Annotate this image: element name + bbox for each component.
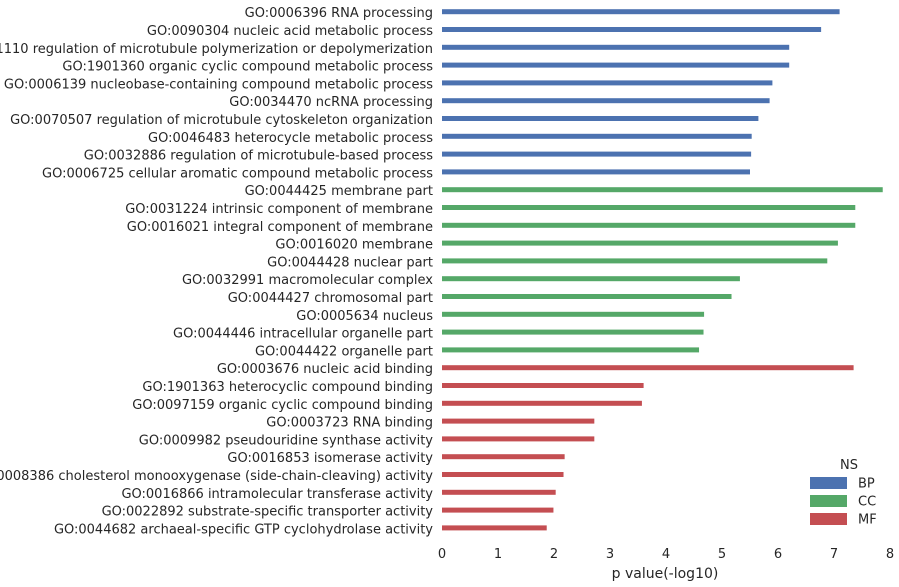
legend-label-bp: BP: [858, 477, 875, 492]
x-tick-label: 4: [662, 547, 670, 562]
category-label: GO:0032991 macromolecular complex: [182, 273, 433, 288]
bar-mf: [442, 489, 556, 495]
bar-bp: [442, 27, 822, 32]
x-tick-label: 2: [550, 547, 558, 562]
legend-swatch-cc: [810, 495, 847, 507]
category-label: GO:0044427 chromosomal part: [228, 291, 433, 306]
category-label: GO:0008386 cholesterol monooxygenase (si…: [0, 469, 433, 484]
bar-cc: [442, 240, 838, 246]
bar-mf: [442, 472, 564, 477]
bar-mf: [442, 365, 854, 371]
category-label: GO:0006725 cellular aromatic compound me…: [42, 166, 433, 181]
category-labels: GO:0006396 RNA processing GO:0090304 nucl…: [0, 6, 433, 537]
category-label: GO:0006396 RNA processing: [245, 6, 433, 21]
bar-mf: [442, 400, 642, 406]
category-label: GO:0070507 regulation of microtubule cyt…: [10, 113, 433, 128]
category-label: GO:0016020 membrane: [275, 238, 433, 253]
bar-bp: [442, 116, 759, 121]
x-tick-label: 1: [494, 547, 502, 562]
x-tick-label: 8: [886, 547, 894, 562]
category-label: GO:1901360 organic cyclic compound metab…: [62, 60, 433, 75]
bar-bp: [442, 80, 773, 86]
legend: NS BP CC MF: [810, 458, 877, 528]
category-label: GO:0006139 nucleobase-containing compoun…: [4, 77, 433, 92]
x-tick-label: 0: [438, 547, 446, 562]
bar-mf: [442, 436, 595, 442]
legend-title: NS: [840, 458, 858, 473]
x-axis-ticks: 0 1 2 3 4 5 6 7 8: [438, 547, 894, 562]
bar-bp: [442, 98, 770, 104]
category-label: GO:0044428 nuclear part: [267, 255, 433, 270]
category-label: GO:0046483 heterocycle metabolic process: [148, 131, 433, 146]
category-label: GO:0044682 archaeal-specific GTP cyclohy…: [54, 522, 433, 537]
bar-mf: [442, 507, 554, 513]
category-label: GO:0003676 nucleic acid binding: [217, 362, 433, 377]
category-label: GO:0044425 membrane part: [245, 184, 433, 199]
legend-swatch-bp: [810, 477, 847, 489]
category-label: GO:0097159 organic cyclic compound bindi…: [132, 398, 433, 413]
bar-bp: [442, 169, 750, 175]
bar-mf: [442, 418, 595, 424]
bar-cc: [442, 187, 883, 193]
category-label: GO:0016866 intramolecular transferase ac…: [121, 487, 433, 502]
x-tick-label: 6: [774, 547, 782, 562]
category-label: GO:0009982 pseudouridine synthase activi…: [139, 433, 434, 448]
bar-bp: [442, 9, 840, 15]
category-label: GO:0044422 organelle part: [255, 344, 433, 359]
category-label: GO:0003723 RNA binding: [266, 416, 433, 431]
legend-label-mf: MF: [858, 513, 877, 528]
bar-cc: [442, 311, 705, 317]
bar-cc: [442, 258, 828, 264]
bar-bp: [442, 62, 790, 68]
legend-swatch-mf: [810, 513, 847, 525]
category-label: GO:0031224 intrinsic component of membra…: [125, 202, 433, 217]
category-label: GO:0032886 regulation of microtubule-bas…: [84, 149, 433, 164]
bar-bp: [442, 44, 790, 50]
x-tick-label: 3: [606, 547, 614, 562]
category-label: GO:0022892 substrate-specific transporte…: [102, 505, 434, 520]
category-label: GO:0016853 isomerase activity: [227, 451, 433, 466]
category-label: GO:0090304 nucleic acid metabolic proces…: [147, 24, 433, 39]
bar-cc: [442, 276, 740, 282]
legend-label-cc: CC: [858, 495, 876, 510]
category-label: GO:0034470 ncRNA processing: [229, 95, 433, 110]
bar-cc: [442, 347, 700, 353]
bar-cc: [442, 205, 856, 210]
bar-mf: [442, 383, 644, 388]
category-label: GO:1901363 heterocyclic compound binding: [142, 380, 433, 395]
bar-bp: [442, 133, 752, 139]
bar-mf: [442, 525, 547, 531]
bar-cc: [442, 294, 732, 299]
category-label: GO:0005634 nucleus: [296, 309, 433, 324]
x-tick-label: 7: [830, 547, 838, 562]
category-label: GO:0016021 integral component of membran…: [127, 220, 433, 235]
bars: [442, 9, 883, 531]
bar-cc: [442, 222, 856, 228]
x-axis-title: p value(-log10): [612, 566, 719, 582]
bar-bp: [442, 151, 752, 157]
bar-cc: [442, 329, 704, 335]
category-label: GO:0044446 intracellular organelle part: [173, 327, 433, 342]
category-label: GO:0031110 regulation of microtubule pol…: [0, 42, 433, 57]
x-tick-label: 5: [718, 547, 726, 562]
bar-mf: [442, 454, 565, 460]
